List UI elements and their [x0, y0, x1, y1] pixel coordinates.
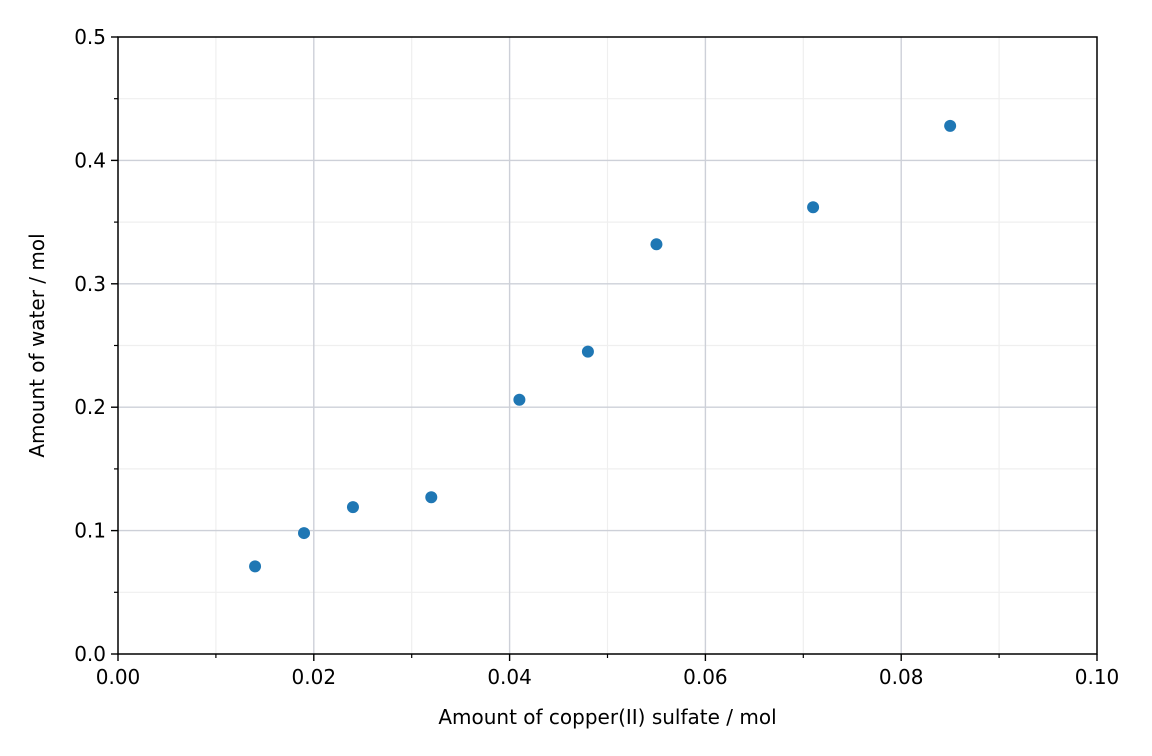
data-points	[249, 119, 957, 573]
x-tick-labels: 0.00 0.02 0.04 0.06 0.08 0.10	[96, 665, 1120, 689]
y-tick-label: 0.4	[74, 148, 106, 172]
data-point	[650, 238, 663, 251]
data-point	[249, 560, 262, 573]
x-tick-label: 0.08	[879, 665, 924, 689]
data-point	[944, 119, 957, 132]
data-point	[346, 501, 359, 514]
x-tick-label: 0.04	[487, 665, 532, 689]
major-grid	[118, 37, 1097, 654]
y-tick-labels: 0.0 0.1 0.2 0.3 0.4 0.5	[74, 25, 106, 666]
y-tick-label: 0.3	[74, 272, 106, 296]
data-point	[298, 527, 311, 540]
x-axis-label: Amount of copper(II) sulfate / mol	[438, 705, 776, 729]
x-tick-label: 0.00	[96, 665, 141, 689]
data-point	[581, 345, 594, 358]
y-tick-label: 0.1	[74, 519, 106, 543]
x-tick-label: 0.02	[292, 665, 337, 689]
y-tick-label: 0.5	[74, 25, 106, 49]
y-tick-label: 0.0	[74, 642, 106, 666]
data-point	[425, 491, 438, 504]
minor-grid	[118, 37, 1097, 654]
axis-ticks	[111, 36, 1098, 661]
x-tick-label: 0.06	[683, 665, 728, 689]
x-tick-label: 0.10	[1075, 665, 1120, 689]
data-point	[513, 393, 526, 406]
y-axis-label: Amount of water / mol	[25, 233, 49, 457]
y-tick-label: 0.2	[74, 395, 106, 419]
data-point	[807, 201, 820, 214]
